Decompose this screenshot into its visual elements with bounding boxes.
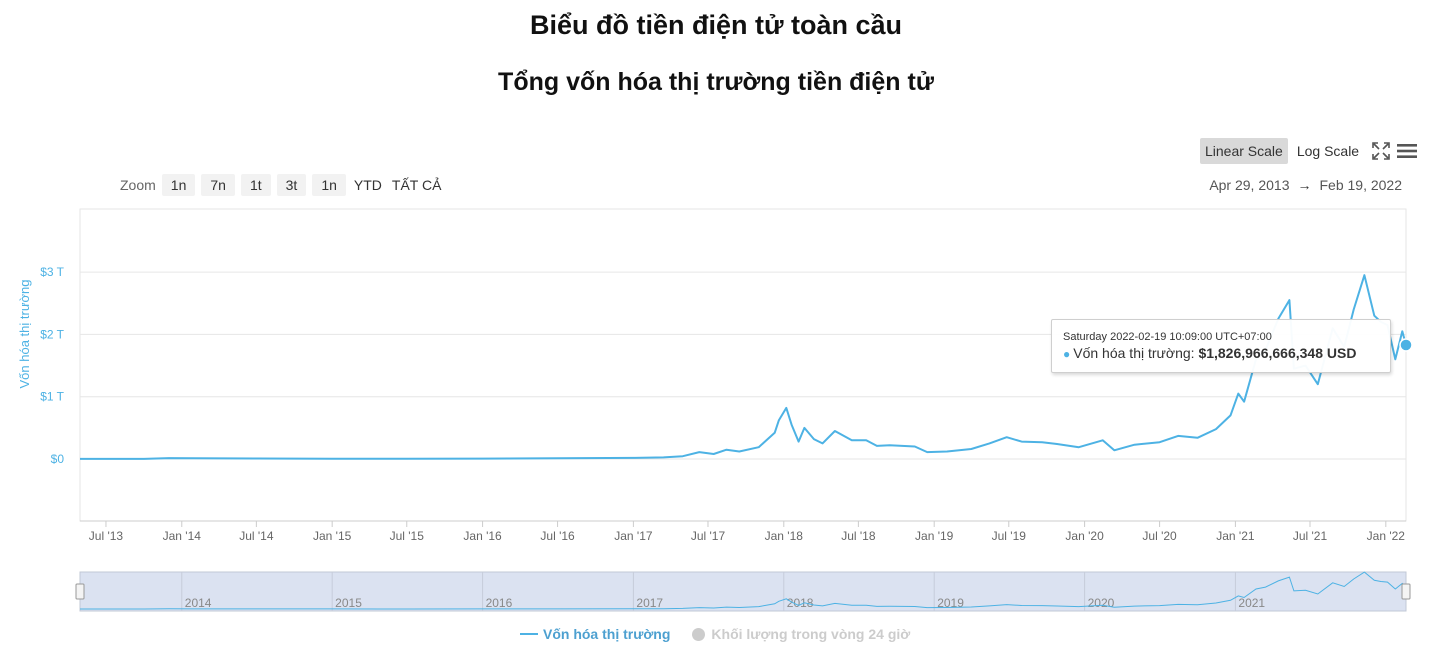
x-tick-label: Jan '21: [1216, 529, 1255, 543]
x-tick-label: Jul '16: [540, 529, 575, 543]
zoom-3m-button[interactable]: 3t: [276, 174, 307, 196]
x-tick-label: Jan '17: [614, 529, 653, 543]
x-tick-label: Jan '14: [163, 529, 202, 543]
legend-item-volume[interactable]: Khối lượng trong vòng 24 giờ: [692, 626, 910, 642]
x-tick-label: Jan '22: [1367, 529, 1406, 543]
log-scale-button[interactable]: Log Scale: [1296, 143, 1360, 159]
zoom-all-button[interactable]: TẤT CẢ: [391, 177, 442, 193]
zoom-1y-button[interactable]: 1n: [312, 174, 346, 196]
navigator-year-label: 2014: [185, 596, 212, 610]
legend-label: Khối lượng trong vòng 24 giờ: [711, 626, 911, 642]
x-tick-label: Jul '21: [1293, 529, 1328, 543]
chart-subtitle: Tổng vốn hóa thị trường tiền điện tử: [498, 68, 934, 96]
x-tick-label: Jul '14: [239, 529, 274, 543]
zoom-7d-button[interactable]: 7n: [201, 174, 235, 196]
gridlines: [80, 271, 1406, 460]
range-from[interactable]: Apr 29, 2013: [1209, 177, 1290, 193]
tooltip-row: ● Vốn hóa thị trường: $1,826,966,666,348 …: [1063, 345, 1356, 361]
legend-dot-icon: [692, 627, 706, 641]
date-range: Apr 29, 2013 → Feb 19, 2022: [1209, 177, 1402, 193]
navigator-year-label: 2018: [787, 596, 814, 610]
x-tick-label: Jan '19: [915, 529, 954, 543]
x-tick-label: Jan '18: [765, 529, 804, 543]
legend-item-market-cap[interactable]: Vốn hóa thị trường: [520, 626, 670, 642]
y-tick-label: $2 T: [40, 327, 64, 341]
x-tick-label: Jul '15: [390, 529, 425, 543]
legend-label: Vốn hóa thị trường: [543, 626, 671, 642]
tooltip: Saturday 2022-02-19 10:09:00 UTC+07:00 ●…: [1051, 319, 1391, 373]
y-axis-title: Vốn hóa thị trường: [17, 279, 32, 388]
x-tick-label: Jul '13: [89, 529, 124, 543]
zoom-1m-button[interactable]: 1t: [240, 174, 271, 196]
navigator-year-label: 2017: [636, 596, 663, 610]
x-tick-label: Jan '20: [1065, 529, 1104, 543]
tooltip-value: $1,826,966,666,348 USD: [1198, 345, 1357, 361]
y-axis: $0 $1 T $2 T $3 T: [40, 265, 64, 466]
zoom-controls: Zoom 1n 7n 1t 3t 1n YTD TẤT CẢ: [120, 174, 449, 196]
y-tick-label: $0: [51, 452, 65, 466]
hover-marker: [1399, 338, 1413, 352]
x-axis: Jul '13 Jan '14 Jul '14 Jan '15 Jul '15 Jan '…: [80, 520, 1406, 543]
legend: Vốn hóa thị trường Khối lượng trong vòng…: [520, 626, 932, 642]
x-tick-label: Jul '18: [841, 529, 876, 543]
menu-icon[interactable]: [1394, 139, 1420, 163]
fullscreen-icon[interactable]: [1368, 139, 1394, 163]
navigator-left-handle[interactable]: [75, 583, 85, 600]
scale-toggle: Linear Scale Log Scale: [1200, 138, 1420, 164]
tooltip-bullet-icon: ●: [1063, 347, 1071, 361]
tooltip-date: Saturday 2022-02-19 10:09:00 UTC+07:00: [1063, 331, 1272, 343]
navigator-year-label: 2019: [937, 596, 964, 610]
navigator-year-label: 2016: [486, 596, 513, 610]
linear-scale-button[interactable]: Linear Scale: [1200, 138, 1288, 164]
navigator-series: [80, 571, 1407, 610]
range-to[interactable]: Feb 19, 2022: [1319, 177, 1402, 193]
navigator-year-label: 2020: [1088, 596, 1115, 610]
zoom-label: Zoom: [120, 177, 156, 193]
y-tick-label: $1 T: [40, 390, 64, 404]
tooltip-label: Vốn hóa thị trường:: [1073, 345, 1195, 361]
x-tick-label: Jul '17: [691, 529, 726, 543]
navigator: 2014 2015 2016 2017 2018 2019 2020 2021: [75, 571, 1411, 612]
chart-title: Biểu đồ tiền điện tử toàn cầu: [529, 10, 903, 40]
navigator-mask[interactable]: [79, 571, 1407, 612]
legend-line-icon: [520, 633, 538, 635]
x-tick-label: Jul '19: [992, 529, 1027, 543]
y-tick-label: $3 T: [40, 265, 64, 279]
navigator-year-label: 2015: [335, 596, 362, 610]
range-arrow: →: [1297, 177, 1312, 193]
x-tick-label: Jul '20: [1142, 529, 1177, 543]
zoom-ytd-button[interactable]: YTD: [353, 177, 382, 193]
x-tick-label: Jan '15: [313, 529, 352, 543]
x-tick-label: Jan '16: [463, 529, 502, 543]
zoom-1d-button[interactable]: 1n: [161, 174, 196, 196]
navigator-right-handle[interactable]: [1401, 583, 1411, 600]
navigator-year-label: 2021: [1238, 596, 1265, 610]
